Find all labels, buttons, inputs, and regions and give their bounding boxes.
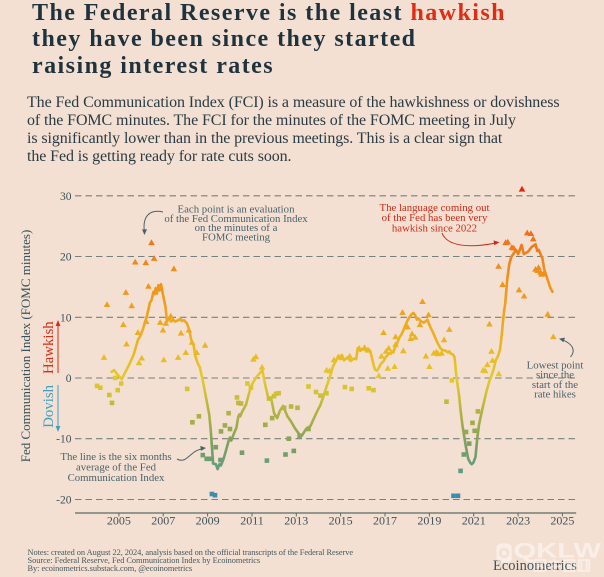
svg-text:-20: -20	[56, 495, 72, 507]
svg-text:Dovish: Dovish	[41, 384, 57, 427]
svg-text:2023: 2023	[506, 514, 530, 528]
svg-text:2009: 2009	[196, 514, 220, 528]
svg-text:2011: 2011	[240, 514, 264, 528]
svg-text:average of the Fed: average of the Fed	[76, 461, 157, 473]
svg-text:Fed Communication Index (FOMC: Fed Communication Index (FOMC minutes)	[18, 230, 33, 463]
svg-text:30: 30	[60, 191, 72, 203]
svg-text:Each point is an evaluation: Each point is an evaluation	[178, 204, 296, 216]
svg-text:2025: 2025	[550, 514, 574, 528]
svg-text:The line is the six months: The line is the six months	[60, 451, 171, 463]
svg-text:2007: 2007	[151, 514, 175, 528]
svg-text:20: 20	[60, 252, 72, 264]
svg-text:2005: 2005	[107, 514, 131, 528]
svg-text:hawkish since 2022: hawkish since 2022	[392, 222, 477, 234]
svg-text:rate hikes: rate hikes	[534, 389, 576, 401]
svg-text:2017: 2017	[373, 514, 397, 528]
svg-text:start of the: start of the	[532, 379, 578, 391]
svg-text:2013: 2013	[284, 514, 308, 528]
svg-text:Lowest point: Lowest point	[527, 360, 584, 372]
svg-text:-10: -10	[56, 434, 72, 446]
svg-text:10: 10	[60, 312, 72, 324]
svg-text:of the Fed has been very: of the Fed has been very	[382, 212, 488, 224]
svg-text:2019: 2019	[417, 514, 441, 528]
svg-text:Communication Index: Communication Index	[68, 472, 165, 484]
svg-text:2021: 2021	[462, 514, 486, 528]
svg-text:on the minutes of a: on the minutes of a	[195, 222, 278, 234]
svg-text:The language coming out: The language coming out	[379, 202, 489, 214]
svg-text:0: 0	[66, 373, 72, 385]
svg-text:QKLW: QKLW	[514, 540, 602, 563]
svg-text:of the Fed Communication Index: of the Fed Communication Index	[164, 213, 308, 225]
svg-text:2015: 2015	[329, 514, 353, 528]
svg-text:Hawkish: Hawkish	[41, 321, 57, 374]
svg-text:FOMC meeting: FOMC meeting	[202, 231, 271, 243]
svg-text:since the: since the	[536, 369, 574, 381]
